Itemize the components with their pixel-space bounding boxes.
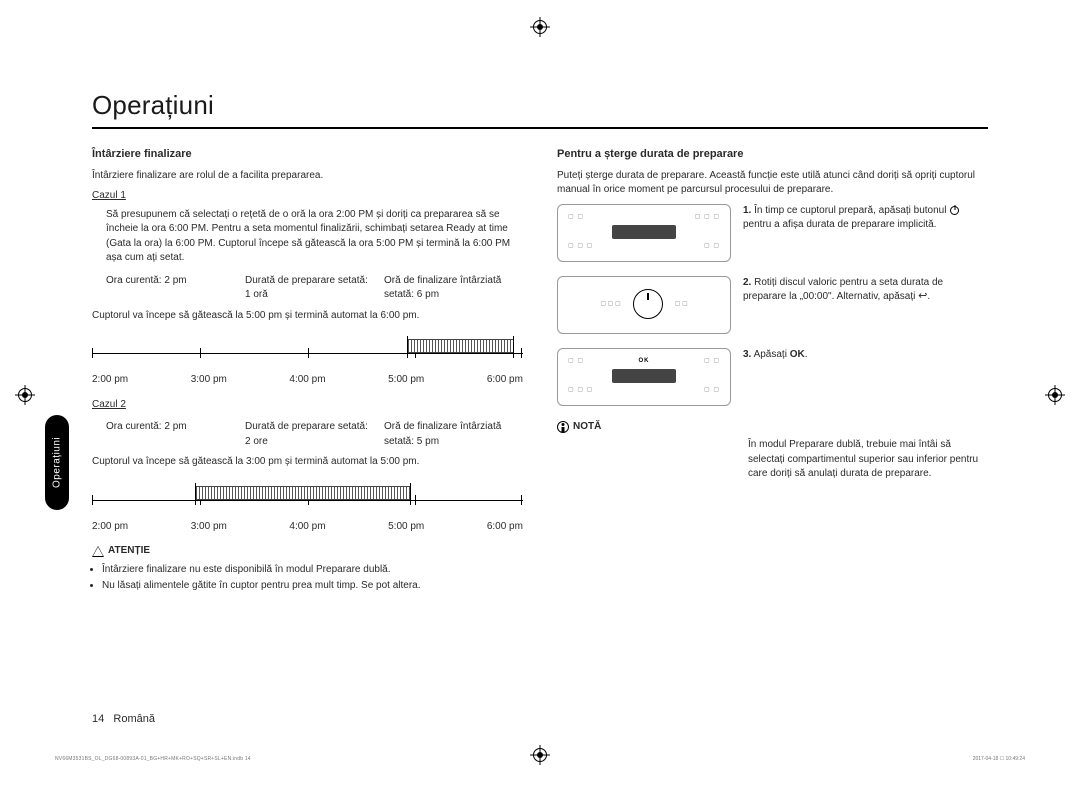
info-end-time: Oră de finalizare întârziată setată: 6 p…	[384, 274, 523, 303]
section-heading-cancel: Pentru a șterge durata de preparare	[557, 147, 988, 163]
info-current-time: Ora curentă: 2 pm	[106, 420, 245, 449]
case-2-info-row: Ora curentă: 2 pm Durată de preparare se…	[92, 420, 523, 449]
attention-item: Nu lăsați alimentele gătite în cuptor pe…	[102, 579, 523, 594]
content-columns: Întârziere finalizare Întârziere finaliz…	[92, 147, 988, 596]
step-text: .	[927, 291, 930, 302]
info-value: setată: 5 pm	[384, 435, 523, 450]
info-duration: Durată de preparare setată: 1 oră	[245, 274, 384, 303]
info-label: Ora curentă: 2 pm	[106, 420, 245, 435]
timeline-label: 4:00 pm	[289, 520, 325, 535]
dial-icon	[633, 289, 663, 319]
title-rule	[92, 127, 988, 129]
info-label: Durată de preparare setată:	[245, 274, 384, 289]
note-heading: NOTĂ	[557, 420, 988, 435]
step-2-row: ▢ ▢ ▢ ▢ ▢ 2. Rotiți discul valoric pentr…	[557, 276, 988, 334]
timeline-label: 5:00 pm	[388, 373, 424, 388]
print-footer-left: NV66M3531BS_OL_DG68-00893A-01_BG+HR+MK+R…	[55, 756, 251, 762]
intro-text: Întârziere finalizare are rolul de a fac…	[92, 169, 523, 184]
step-text: Rotiți discul valoric pentru a seta dura…	[743, 277, 943, 303]
registration-mark-icon	[1048, 388, 1062, 402]
ok-label: OK	[790, 349, 805, 360]
attention-label: ATENȚIE	[108, 544, 150, 559]
note-label: NOTĂ	[573, 420, 601, 435]
step-number: 1.	[743, 205, 751, 216]
case-1-outcome: Cuptorul va începe să gătească la 5:00 p…	[92, 309, 523, 324]
timeline-labels-1: 2:00 pm 3:00 pm 4:00 pm 5:00 pm 6:00 pm	[92, 373, 523, 388]
warning-triangle-icon: !	[92, 546, 104, 557]
timeline-labels-2: 2:00 pm 3:00 pm 4:00 pm 5:00 pm 6:00 pm	[92, 520, 523, 535]
cancel-intro: Puteți șterge durata de preparare. Aceas…	[557, 169, 988, 198]
timeline-tick	[308, 348, 309, 358]
note-icon	[557, 421, 569, 433]
attention-item: Întârziere finalizare nu este disponibil…	[102, 563, 523, 578]
case-1-info-row: Ora curentă: 2 pm Durată de preparare se…	[92, 274, 523, 303]
timeline-case-1	[92, 329, 523, 369]
timeline-tick	[521, 348, 522, 358]
registration-mark-icon	[533, 748, 547, 762]
control-panel-illustration: ▢ ▢▢ ▢ ▢ ▢ ▢ ▢▢ ▢	[557, 204, 731, 262]
step-text: În timp ce cuptorul prepară, apăsați but…	[754, 205, 949, 216]
step-text: pentru a afișa durata de preparare impli…	[743, 219, 936, 230]
timeline-label: 6:00 pm	[487, 373, 523, 388]
section-heading-delay: Întârziere finalizare	[92, 147, 523, 163]
info-label: Oră de finalizare întârziată	[384, 274, 523, 289]
page-number: 14	[92, 713, 104, 725]
timeline-label: 3:00 pm	[191, 373, 227, 388]
timeline-label: 2:00 pm	[92, 520, 128, 535]
left-column: Întârziere finalizare Întârziere finaliz…	[92, 147, 523, 596]
power-icon	[950, 206, 959, 215]
timeline-bar	[407, 339, 515, 353]
step-3-row: ▢ ▢OK▢ ▢ ▢ ▢ ▢▢ ▢ 3. Apăsați OK.	[557, 348, 988, 406]
timeline-bar	[195, 486, 411, 500]
registration-mark-icon	[18, 388, 32, 402]
info-label: Durată de preparare setată:	[245, 420, 384, 435]
timeline-tick	[92, 348, 93, 358]
page-title: Operațiuni	[92, 90, 988, 121]
back-icon: ↩	[918, 291, 927, 302]
timeline-tick	[92, 495, 93, 505]
step-number: 3.	[743, 349, 751, 360]
note-text: În modul Preparare dublă, trebuie mai în…	[748, 438, 988, 482]
info-value: 1 oră	[245, 288, 384, 303]
case-2-label: Cazul 2	[92, 398, 523, 413]
info-end-time: Oră de finalizare întârziată setată: 5 p…	[384, 420, 523, 449]
info-value: setată: 6 pm	[384, 288, 523, 303]
info-duration: Durată de preparare setată: 2 ore	[245, 420, 384, 449]
step-text: Apăsați	[754, 349, 790, 360]
attention-heading: ! ATENȚIE	[92, 544, 523, 559]
attention-list: Întârziere finalizare nu este disponibil…	[92, 563, 523, 594]
step-text: .	[805, 349, 808, 360]
case-1-label: Cazul 1	[92, 189, 523, 204]
case-2-outcome: Cuptorul va începe să gătească la 3:00 p…	[92, 455, 523, 470]
timeline-label: 6:00 pm	[487, 520, 523, 535]
print-footer-right: 2017-04-18 ☐ 10:49:24	[973, 756, 1025, 762]
timeline-label: 5:00 pm	[388, 520, 424, 535]
info-value: 2 ore	[245, 435, 384, 450]
timeline-case-2	[92, 476, 523, 516]
timeline-label: 4:00 pm	[289, 373, 325, 388]
panel-display	[612, 225, 676, 239]
info-label: Ora curentă: 2 pm	[106, 274, 245, 289]
info-label: Oră de finalizare întârziată	[384, 420, 523, 435]
page-language: Română	[113, 713, 155, 725]
step-number: 2.	[743, 277, 751, 288]
timeline-label: 3:00 pm	[191, 520, 227, 535]
info-current-time: Ora curentă: 2 pm	[106, 274, 245, 303]
panel-display	[612, 369, 676, 383]
step-1-text: 1. În timp ce cuptorul prepară, apăsați …	[743, 204, 988, 233]
dial-panel-illustration: ▢ ▢ ▢ ▢ ▢	[557, 276, 731, 334]
timeline-tick	[200, 348, 201, 358]
step-2-text: 2. Rotiți discul valoric pentru a seta d…	[743, 276, 988, 305]
control-panel-illustration: ▢ ▢OK▢ ▢ ▢ ▢ ▢▢ ▢	[557, 348, 731, 406]
step-3-text: 3. Apăsați OK.	[743, 348, 988, 363]
right-column: Pentru a șterge durata de preparare Pute…	[557, 147, 988, 596]
page-footer: 14 Română	[92, 713, 155, 725]
timeline-label: 2:00 pm	[92, 373, 128, 388]
registration-mark-icon	[533, 20, 547, 34]
timeline-tick	[521, 495, 522, 505]
step-1-row: ▢ ▢▢ ▢ ▢ ▢ ▢ ▢▢ ▢ 1. În timp ce cuptorul…	[557, 204, 988, 262]
timeline-tick	[415, 495, 416, 505]
side-tab: Operațiuni	[45, 415, 69, 510]
case-1-description: Să presupunem că selectați o rețetă de o…	[92, 208, 523, 266]
